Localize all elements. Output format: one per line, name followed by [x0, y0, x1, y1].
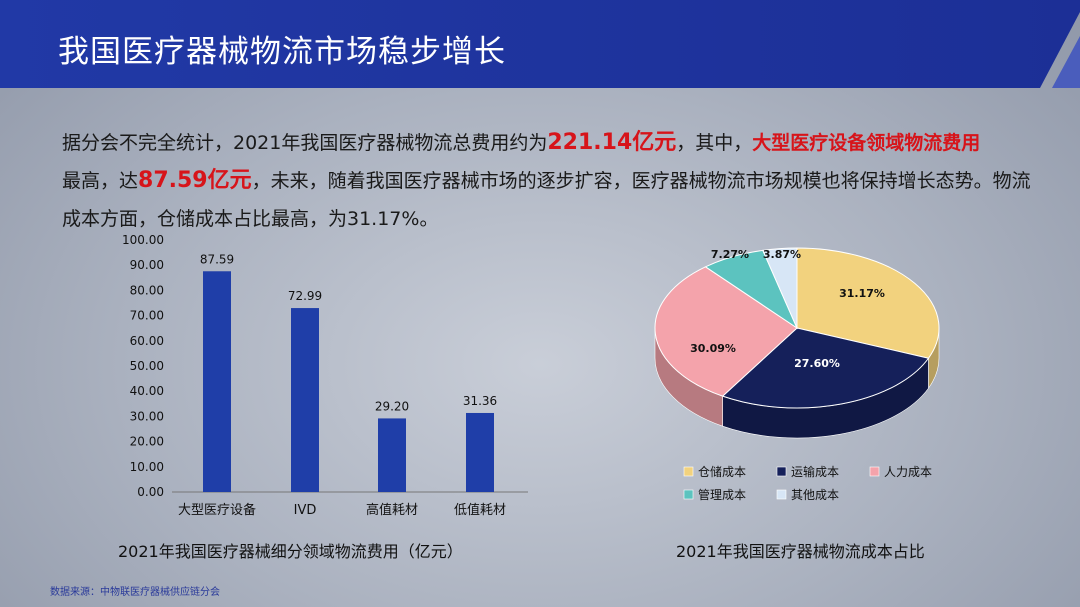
pie-slice — [721, 327, 930, 409]
legend-label: 其他成本 — [791, 488, 839, 502]
legend-swatch — [683, 489, 694, 500]
y-tick-label: 0.00 — [137, 485, 164, 499]
legend-label: 管理成本 — [698, 487, 746, 502]
segment-highlight: 大型医疗设备领域物流费用 — [752, 132, 981, 154]
bar-data-label: 72.99 — [288, 289, 322, 303]
legend-label: 运输成本 — [791, 464, 839, 479]
legend-swatch — [869, 466, 880, 477]
bar — [466, 412, 494, 492]
x-tick-label: IVD — [294, 503, 317, 518]
y-tick-label: 90.00 — [130, 258, 164, 272]
bar — [291, 308, 319, 492]
y-tick-label: 10.00 — [130, 460, 164, 474]
pie-slice — [762, 247, 798, 329]
data-source: 数据来源：中物联医疗器械供应链分会 — [50, 587, 220, 598]
segment-cost-highlight: 87.59亿元 — [138, 168, 252, 193]
pie-data-label: 31.17% — [839, 287, 885, 300]
y-tick-label: 70.00 — [130, 309, 164, 323]
pie-data-label: 30.09% — [690, 342, 736, 355]
legend-item: 运输成本 — [776, 464, 839, 479]
legend-swatch — [776, 466, 787, 477]
total-cost-highlight: 221.14亿元 — [547, 130, 677, 155]
y-tick-label: 100.00 — [122, 233, 164, 247]
x-tick-label: 高值耗材 — [366, 502, 418, 518]
legend-label: 仓储成本 — [698, 464, 746, 479]
y-tick-label: 50.00 — [130, 359, 164, 373]
x-tick-label: 低值耗材 — [454, 502, 506, 518]
y-tick-label: 30.00 — [130, 409, 164, 423]
legend-swatch — [683, 466, 694, 477]
bar-chart-title: 2021年我国医疗器械细分领域物流费用（亿元） — [118, 542, 463, 561]
bar-data-label: 29.20 — [375, 399, 409, 413]
y-tick-label: 40.00 — [130, 384, 164, 398]
pie-data-label: 27.60% — [794, 357, 840, 370]
page-title: 我国医疗器械物流市场稳步增长 — [58, 34, 506, 70]
bar-data-label: 31.36 — [463, 394, 497, 408]
y-tick-label: 80.00 — [130, 283, 164, 297]
legend-swatch — [776, 489, 787, 500]
legend-label: 人力成本 — [884, 465, 932, 479]
bar — [203, 271, 231, 492]
legend-item: 仓储成本 — [683, 464, 746, 479]
legend-item: 人力成本 — [869, 465, 932, 479]
y-tick-label: 60.00 — [130, 334, 164, 348]
legend-item: 管理成本 — [683, 487, 746, 502]
x-tick-label: 大型医疗设备 — [178, 502, 256, 518]
pie-data-label: 3.87% — [763, 248, 801, 261]
y-tick-label: 20.00 — [130, 435, 164, 449]
pie-slice — [654, 266, 798, 397]
intro-paragraph: 据分会不完全统计，2021年我国医疗器械物流总费用约为221.14亿元，其中，大… — [62, 130, 1031, 230]
bar-data-label: 87.59 — [200, 252, 234, 266]
legend-item: 其他成本 — [776, 488, 839, 502]
bar — [378, 418, 406, 492]
title-banner — [0, 0, 1080, 88]
pie-chart-title: 2021年我国医疗器械物流成本占比 — [676, 542, 925, 561]
pie-slice — [796, 247, 940, 359]
pie-data-label: 7.27% — [711, 248, 749, 261]
